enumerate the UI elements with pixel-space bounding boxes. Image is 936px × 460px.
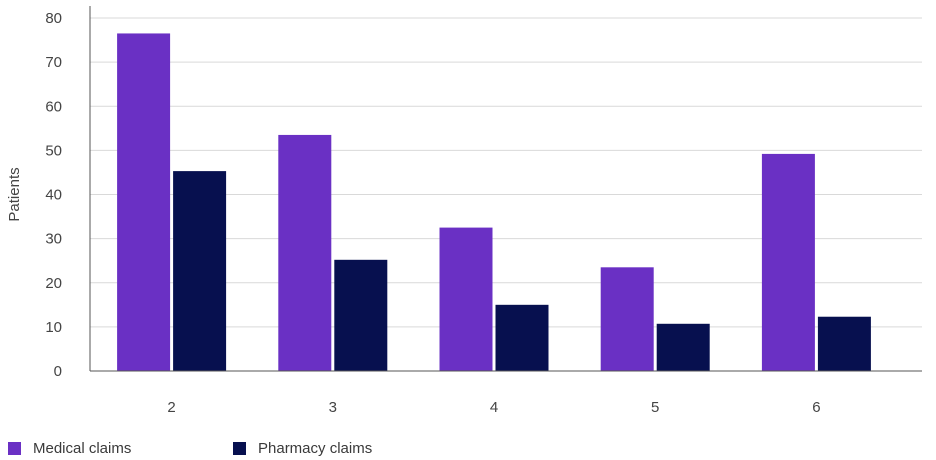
bar-pharmacy-5	[656, 323, 710, 371]
y-tick-label: 40	[45, 187, 62, 204]
legend-label-pharmacy: Pharmacy claims	[258, 440, 373, 457]
y-tick-label: 60	[45, 98, 62, 115]
y-tick-label: 80	[45, 10, 62, 27]
y-tick-label: 70	[45, 54, 62, 71]
bar-chart: 0 10 20 30 40 50 60 70 80 2 3 4 5 6 Patients	[6, 6, 922, 416]
legend-label-medical: Medical claims	[33, 440, 132, 457]
bar-pharmacy-3	[334, 259, 388, 371]
bar-pharmacy-6	[817, 316, 871, 371]
y-axis-title: Patients	[6, 167, 23, 221]
x-axis-ticks: 2 3 4 5 6	[167, 399, 820, 416]
bar-medical-2	[117, 33, 171, 371]
bar-medical-6	[761, 153, 815, 371]
bar-medical-5	[600, 267, 654, 371]
x-tick-label: 2	[167, 399, 175, 416]
bar-pharmacy-4	[495, 304, 549, 371]
legend: Medical claims Pharmacy claims	[8, 440, 458, 457]
y-tick-label: 50	[45, 142, 62, 159]
bar-medical-3	[278, 134, 332, 371]
y-tick-label: 10	[45, 319, 62, 336]
y-tick-label: 30	[45, 231, 62, 248]
legend-item-pharmacy: Pharmacy claims	[233, 440, 458, 457]
bar-pharmacy-2	[173, 171, 227, 371]
legend-item-medical: Medical claims	[8, 440, 233, 457]
x-tick-label: 6	[812, 399, 820, 416]
y-tick-label: 0	[54, 363, 62, 380]
y-tick-label: 20	[45, 275, 62, 292]
legend-swatch-pharmacy	[233, 442, 246, 455]
x-tick-label: 3	[329, 399, 337, 416]
bars	[117, 33, 871, 371]
bar-medical-4	[439, 227, 493, 371]
gridlines	[90, 17, 922, 328]
x-tick-label: 4	[490, 399, 498, 416]
legend-swatch-medical	[8, 442, 21, 455]
y-axis-ticks: 0 10 20 30 40 50 60 70 80	[45, 10, 62, 380]
x-tick-label: 5	[651, 399, 659, 416]
